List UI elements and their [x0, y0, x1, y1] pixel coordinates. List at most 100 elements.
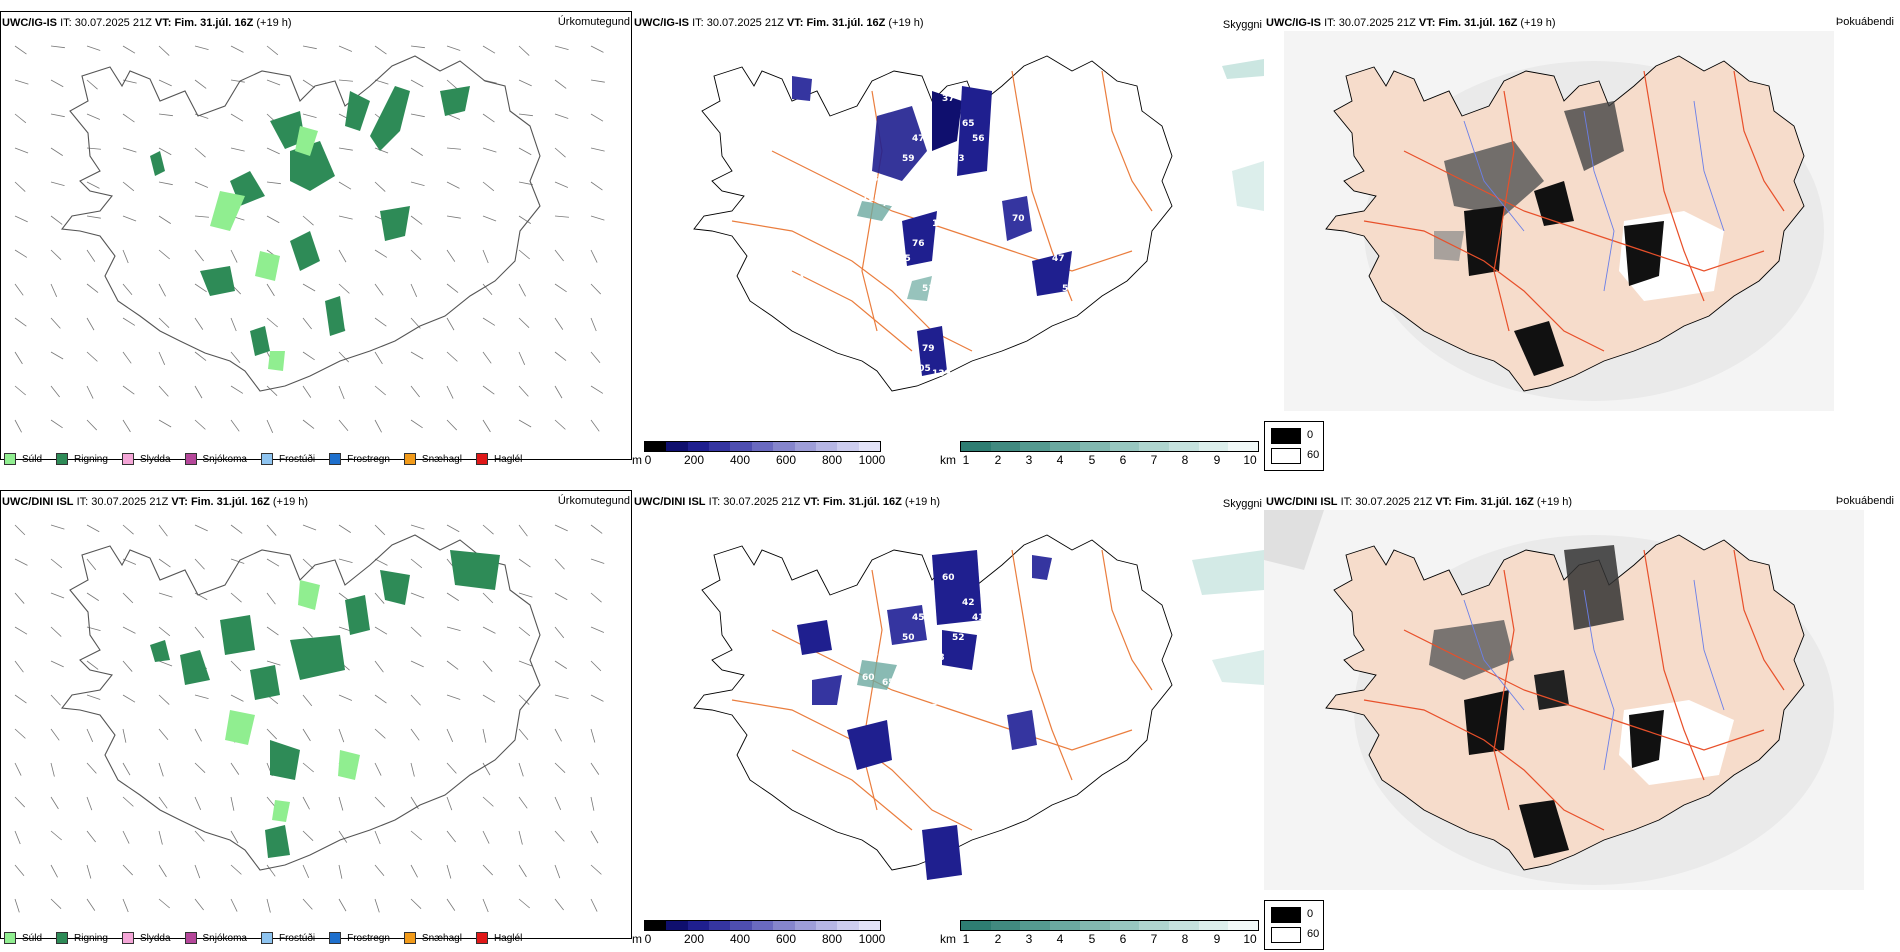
wind-barb — [158, 249, 170, 260]
wind-barb — [590, 385, 604, 394]
tick-label: 4 — [1056, 932, 1064, 946]
wind-barb — [446, 660, 459, 670]
wind-barb — [374, 558, 388, 566]
wind-barb — [122, 660, 133, 672]
wind-barb — [14, 762, 22, 776]
wind-barb — [554, 283, 567, 293]
cloud-base-value: 63 — [952, 154, 965, 164]
wind-barb — [230, 79, 245, 83]
wind-barb — [266, 524, 277, 536]
precip-legend: Súld Rigning Slydda Snjókoma Frostúði Fr… — [4, 932, 522, 944]
wind-barb — [86, 45, 101, 51]
legend-swatch — [329, 932, 342, 944]
wind-barb — [554, 79, 567, 89]
wind-barb — [14, 385, 26, 396]
colorbar-unit: km — [940, 932, 956, 946]
wind-barb — [410, 694, 421, 706]
wind-barb — [554, 762, 566, 774]
legend-swatch — [184, 453, 197, 465]
wind-barb — [374, 79, 389, 85]
legend-item: Frostregn — [329, 453, 390, 465]
wind-barb — [194, 351, 207, 361]
wind-barb — [266, 728, 278, 740]
wind-barb — [374, 830, 381, 845]
wind-barb — [194, 215, 209, 218]
tick-label: 2 — [994, 932, 1002, 946]
wind-barb — [482, 385, 495, 395]
wind-barb — [590, 898, 598, 912]
wind-barb — [554, 694, 569, 700]
wind-barb — [446, 79, 458, 90]
wind-barb — [122, 317, 136, 326]
wind-barb — [302, 113, 317, 119]
cloud-base-value: 35 — [932, 698, 945, 708]
clouds-panel-bottom: UWC/DINI ISL IT: 30.07.2025 21Z VT: Fim.… — [632, 490, 1264, 952]
tick-label: 600 — [775, 453, 797, 467]
colorbar-scale — [960, 920, 1259, 931]
wind-barb — [122, 830, 130, 844]
wind-barb — [554, 147, 566, 158]
wind-barb — [50, 317, 61, 329]
wind-barb — [50, 181, 65, 187]
wind-barb — [374, 592, 385, 604]
wind-barb — [158, 317, 170, 329]
wind-barb — [266, 660, 281, 666]
wind-barb — [482, 660, 493, 672]
wind-barb — [410, 147, 423, 156]
wind-barb — [122, 796, 134, 807]
wind-barb — [86, 558, 97, 571]
wind-barb — [338, 385, 345, 400]
wind-barb — [230, 419, 240, 432]
wind-barb — [518, 694, 530, 705]
wind-barb — [86, 762, 97, 774]
wind-barb — [266, 385, 278, 397]
wind-barb — [122, 694, 136, 703]
fog-map — [1284, 31, 1834, 411]
wind-barb — [266, 626, 279, 636]
wind-barb — [518, 147, 532, 156]
wind-barb — [302, 728, 311, 742]
cloud-base-value: 49 — [922, 204, 935, 214]
wind-barb — [338, 79, 353, 82]
wind-barb — [86, 864, 92, 879]
wind-barb — [482, 524, 494, 535]
wind-barb — [590, 181, 603, 191]
wind-barb — [14, 898, 20, 913]
legend-swatch — [56, 932, 69, 944]
wind-barb — [338, 283, 350, 294]
legend-item: Haglél — [475, 453, 522, 465]
wind-barb — [194, 249, 204, 262]
fog-field — [1434, 101, 1724, 376]
cloud-base-value: 81 — [1052, 224, 1065, 234]
wind-barb — [590, 626, 605, 633]
wind-barb — [194, 762, 206, 774]
precip-field — [150, 550, 500, 858]
wind-barb — [302, 626, 313, 638]
legend-item: Slydda — [121, 453, 171, 465]
cloud-base-value: 47 — [1052, 254, 1065, 264]
wind-barb — [302, 283, 316, 292]
wind-barb — [338, 728, 345, 743]
wind-barb — [266, 864, 276, 877]
cloud-base-value: 44 — [792, 274, 805, 284]
wind-barb — [122, 181, 135, 192]
coastline — [60, 55, 541, 392]
wind-barb — [302, 385, 312, 398]
legend-swatch — [4, 932, 16, 944]
cloud-base-value: 59 — [992, 653, 1005, 663]
wind-barb — [50, 830, 62, 841]
wind-barb — [302, 351, 315, 361]
cloud-base-colorbar: m 0 200 400 600 800 1000 — [632, 439, 887, 471]
wind-barb — [590, 694, 604, 702]
wind-barb — [554, 660, 567, 669]
wind-barb — [86, 419, 98, 431]
wind-barb — [374, 45, 387, 55]
cloud-base-value: 100 — [932, 219, 951, 229]
wind-barb — [122, 113, 135, 123]
wind-barb — [590, 524, 603, 534]
cloud-base-value: 122 — [862, 194, 881, 204]
wind-barb — [446, 864, 452, 879]
cloud-base-value: 63 — [942, 239, 955, 249]
precip-legend: Súld Rigning Slydda Snjókoma Frostúði Fr… — [4, 453, 522, 465]
